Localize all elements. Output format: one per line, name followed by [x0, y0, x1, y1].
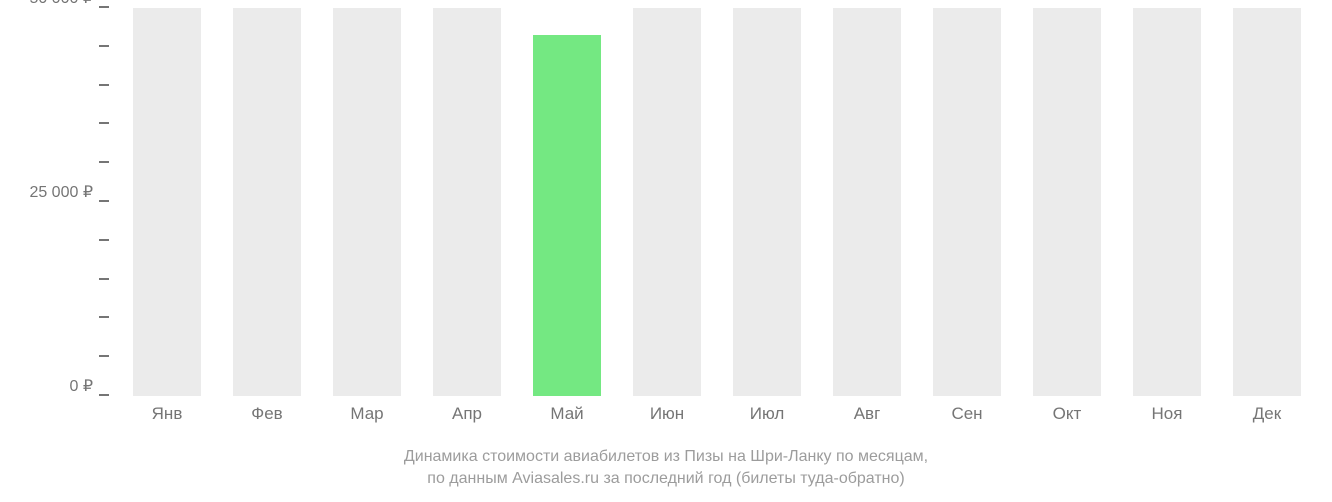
y-tick-label: 50 000 ₽ — [29, 0, 93, 8]
bar-Апр — [433, 8, 501, 396]
y-tick-dash — [99, 239, 109, 241]
caption-line-1: Динамика стоимости авиабилетов из Пизы н… — [0, 448, 1332, 466]
bar-Мар — [333, 8, 401, 396]
bar-Окт — [1033, 8, 1101, 396]
bar-Янв — [133, 8, 201, 396]
bar-Фев — [233, 8, 301, 396]
y-tick-dash — [99, 6, 109, 8]
bar-Авг — [833, 8, 901, 396]
y-tick-dash — [99, 355, 109, 357]
bar-Дек — [1233, 8, 1301, 396]
x-label: Сен — [951, 404, 982, 424]
x-label: Окт — [1053, 404, 1082, 424]
x-label: Июл — [750, 404, 785, 424]
x-label: Янв — [152, 404, 183, 424]
x-label: Апр — [452, 404, 482, 424]
price-by-month-chart: 0 ₽ 25 000 ₽ 50 000 ₽ Янв Фев Мар Апр Май Июн Ию… — [0, 0, 1332, 502]
y-tick-dash — [99, 278, 109, 280]
y-tick-label: 0 ₽ — [69, 376, 93, 396]
caption-line-2: по данным Aviasales.ru за последний год … — [0, 470, 1332, 488]
bar-Июн — [633, 8, 701, 396]
bar-Май — [533, 35, 601, 396]
x-axis: Янв Фев Мар Апр Май Июн Июл Авг Сен Окт Ноя Дек — [115, 404, 1315, 432]
x-label: Май — [550, 404, 583, 424]
y-tick-dash — [99, 45, 109, 47]
plot-area — [115, 8, 1315, 396]
x-label: Фев — [251, 404, 282, 424]
y-axis: 0 ₽25 000 ₽50 000 ₽ — [0, 8, 115, 396]
x-label: Июн — [650, 404, 684, 424]
y-tick-dash — [99, 200, 109, 202]
y-tick-label: 25 000 ₽ — [29, 182, 93, 202]
y-tick-dash — [99, 394, 109, 396]
x-label: Мар — [350, 404, 383, 424]
x-label: Ноя — [1152, 404, 1183, 424]
y-tick-dash — [99, 316, 109, 318]
bar-Ноя — [1133, 8, 1201, 396]
bar-Сен — [933, 8, 1001, 396]
bar-Июл — [733, 8, 801, 396]
x-label: Дек — [1253, 404, 1281, 424]
y-tick-dash — [99, 84, 109, 86]
y-tick-dash — [99, 161, 109, 163]
y-tick-dash — [99, 122, 109, 124]
x-label: Авг — [854, 404, 881, 424]
